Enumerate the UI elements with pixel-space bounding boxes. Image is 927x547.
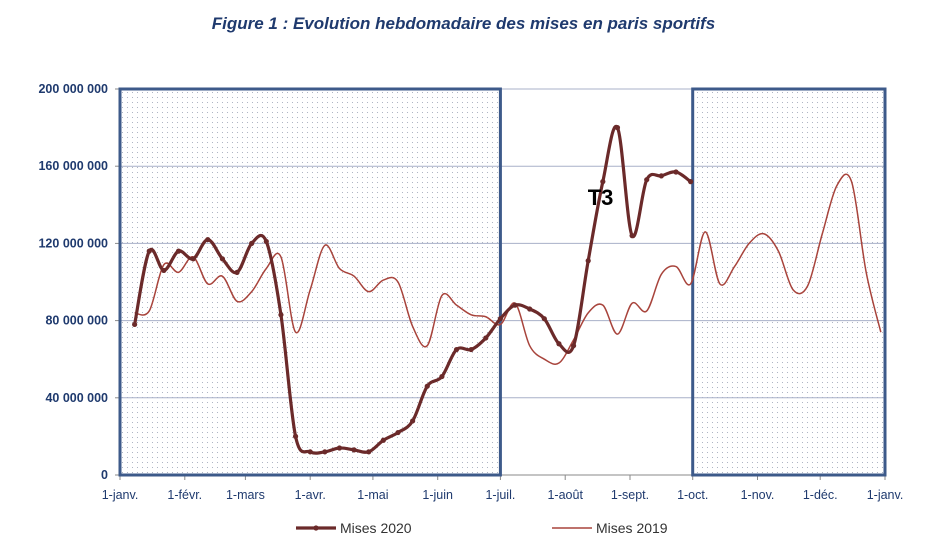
y-tick-label: 120 000 000 (38, 236, 108, 250)
legend-item-mises-2019: Mises 2019 (552, 520, 668, 536)
legend-label: Mises 2020 (340, 520, 412, 536)
data-point-mises-2020 (278, 312, 284, 318)
x-tick-label: 1-mars (226, 488, 265, 502)
data-point-mises-2020 (453, 346, 460, 353)
data-point-mises-2020 (556, 341, 562, 347)
x-tick-label: 1-oct. (677, 488, 708, 502)
legend-marker (313, 525, 319, 531)
period-frame-1 (118, 87, 502, 477)
data-point-mises-2020 (410, 418, 416, 424)
data-point-mises-2020 (351, 447, 357, 453)
legend-item-mises-2020: Mises 2020 (296, 520, 412, 536)
x-tick-label: 1-sept. (611, 488, 649, 502)
data-point-mises-2020 (380, 437, 386, 443)
data-point-mises-2020 (395, 429, 401, 436)
x-tick-label: 1-nov. (741, 488, 775, 502)
data-point-mises-2020 (132, 321, 138, 328)
x-tick-label: 1-févr. (167, 488, 202, 502)
data-point-mises-2020 (629, 233, 635, 239)
data-point-mises-2020 (600, 179, 606, 185)
data-point-mises-2020 (570, 343, 577, 349)
data-point-mises-2020 (322, 449, 328, 455)
data-point-mises-2020 (219, 256, 226, 262)
data-point-mises-2020 (527, 306, 533, 312)
data-point-mises-2020 (673, 169, 679, 175)
y-tick-label: 160 000 000 (38, 159, 108, 173)
y-tick-label: 40 000 000 (45, 391, 108, 405)
chart-title: Figure 1 : Evolution hebdomadaire des mi… (211, 14, 716, 33)
data-point-mises-2020 (644, 177, 650, 183)
x-tick-label: 1-janv. (102, 488, 139, 502)
data-point-mises-2020 (424, 383, 430, 389)
x-tick-label: 1-août (547, 488, 583, 502)
data-point-mises-2020 (307, 449, 313, 455)
data-point-mises-2020 (658, 173, 664, 179)
x-tick-label: 1-avr. (295, 488, 326, 502)
x-tick-label: 1-déc. (803, 488, 838, 502)
data-point-mises-2020 (336, 445, 343, 451)
data-point-mises-2020 (468, 346, 474, 353)
data-point-mises-2020 (146, 248, 152, 254)
data-point-mises-2020 (161, 267, 167, 274)
x-tick-label: 1-juil. (485, 488, 515, 502)
data-point-mises-2020 (483, 335, 489, 341)
legend-label: Mises 2019 (596, 520, 668, 536)
x-tick-label: 1-janv. (867, 488, 904, 502)
x-tick-label: 1-mai (357, 488, 388, 502)
data-point-mises-2020 (585, 258, 591, 264)
data-point-mises-2020 (234, 269, 240, 275)
shaded-period-1 (120, 89, 501, 475)
data-point-mises-2020 (292, 433, 299, 439)
y-tick-label: 200 000 000 (38, 82, 108, 96)
data-point-mises-2020 (439, 373, 445, 380)
data-point-mises-2020 (614, 125, 621, 131)
period-frame-2 (691, 87, 887, 477)
t3-annotation: T3 (588, 185, 614, 210)
data-point-mises-2020 (497, 316, 504, 322)
data-point-mises-2020 (688, 179, 694, 185)
data-point-mises-2020 (541, 316, 547, 322)
y-tick-label: 0 (101, 468, 108, 482)
data-point-mises-2020 (249, 240, 255, 246)
x-tick-label: 1-juin (422, 488, 453, 502)
data-point-mises-2020 (366, 449, 372, 455)
data-point-mises-2020 (190, 256, 196, 262)
y-tick-label: 80 000 000 (45, 314, 108, 328)
data-point-mises-2020 (205, 236, 211, 243)
data-point-mises-2020 (263, 238, 269, 245)
data-point-mises-2020 (512, 302, 518, 308)
data-point-mises-2020 (175, 248, 182, 254)
